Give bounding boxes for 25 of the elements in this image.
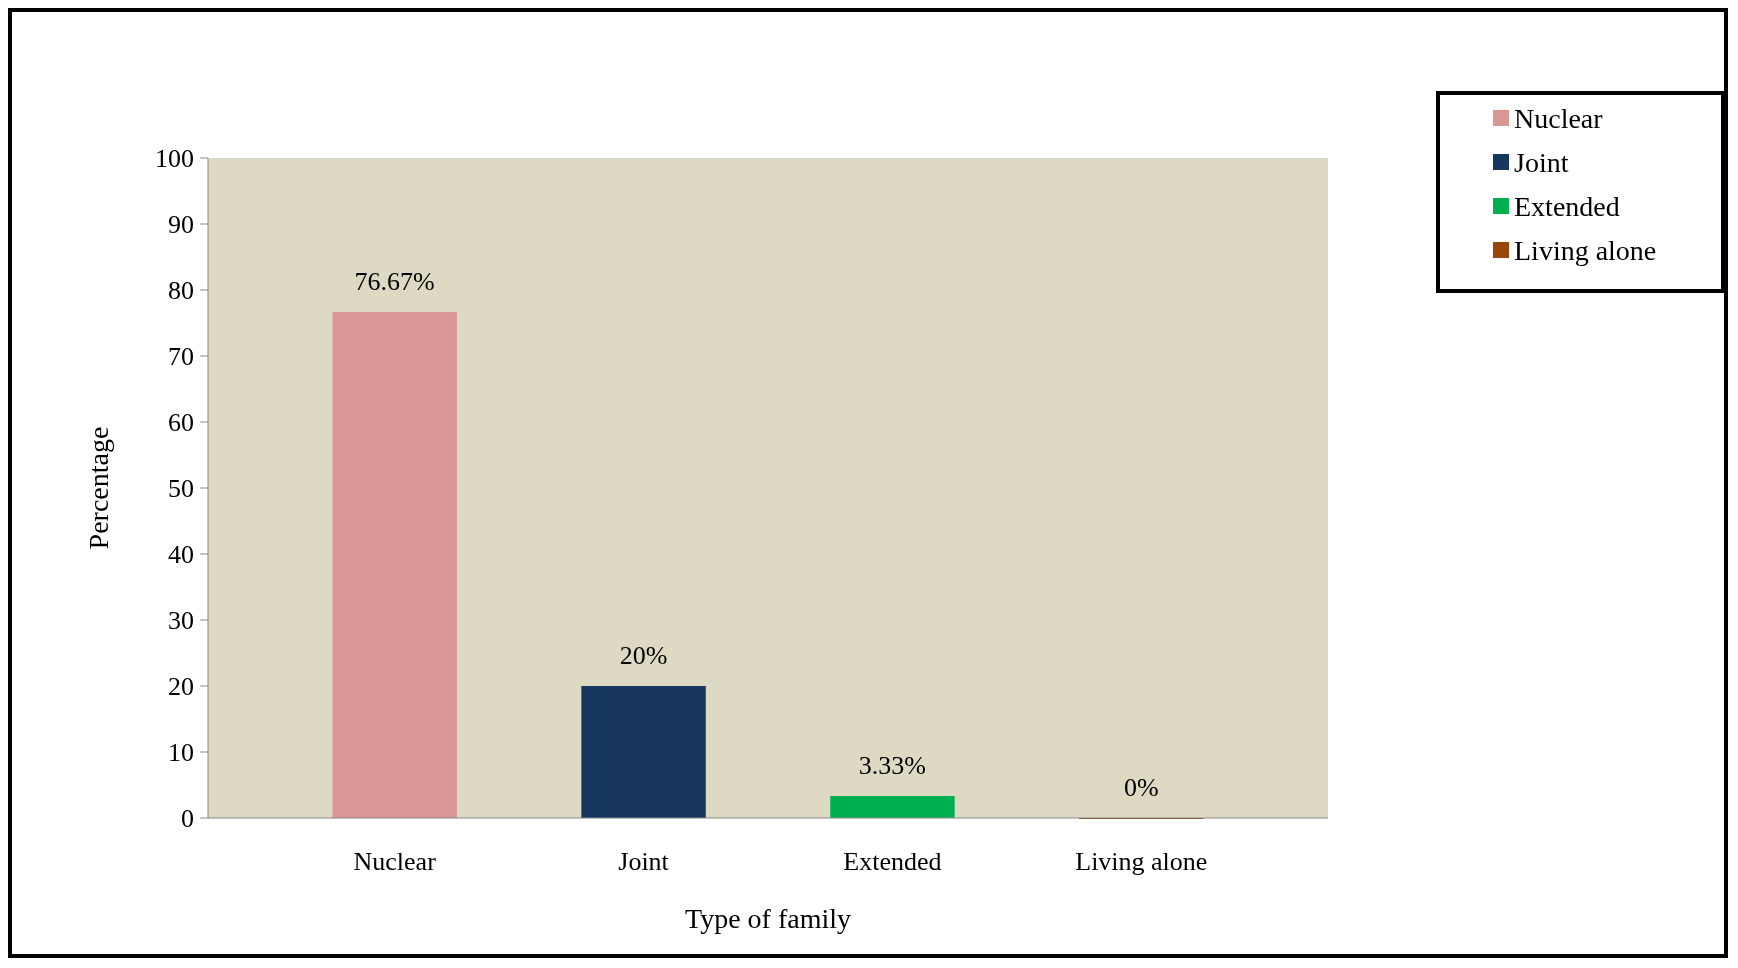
data-label: 20% — [619, 641, 668, 670]
x-tick-label: Extended — [843, 847, 942, 876]
data-label: 76.67% — [354, 266, 435, 296]
y-tick-label: 30 — [168, 606, 194, 636]
y-axis-title: Percentage — [83, 426, 114, 550]
y-tick-label: 10 — [168, 738, 194, 768]
y-tick-label: 60 — [168, 408, 194, 438]
x-tick-label: Joint — [618, 847, 670, 876]
y-tick-label: 70 — [168, 342, 194, 372]
y-tick-label: 20 — [168, 672, 194, 702]
data-label: 0% — [1124, 773, 1159, 802]
legend-label: Joint — [1514, 146, 1569, 178]
x-axis-title: Type of family — [685, 903, 851, 934]
y-tick-label: 100 — [155, 144, 194, 174]
legend-label: Nuclear — [1514, 102, 1604, 134]
y-tick-label: 0 — [181, 804, 194, 834]
x-tick-label: Nuclear — [353, 847, 437, 876]
data-label: 3.33% — [858, 751, 927, 781]
x-tick-label: Living alone — [1075, 847, 1208, 876]
y-tick-label: 40 — [168, 540, 194, 570]
legend-label: Living alone — [1514, 234, 1657, 266]
y-tick-label: 50 — [168, 474, 194, 504]
y-tick-label: 80 — [168, 276, 194, 306]
legend-label: Extended — [1514, 190, 1620, 222]
y-tick-label: 90 — [168, 210, 194, 240]
